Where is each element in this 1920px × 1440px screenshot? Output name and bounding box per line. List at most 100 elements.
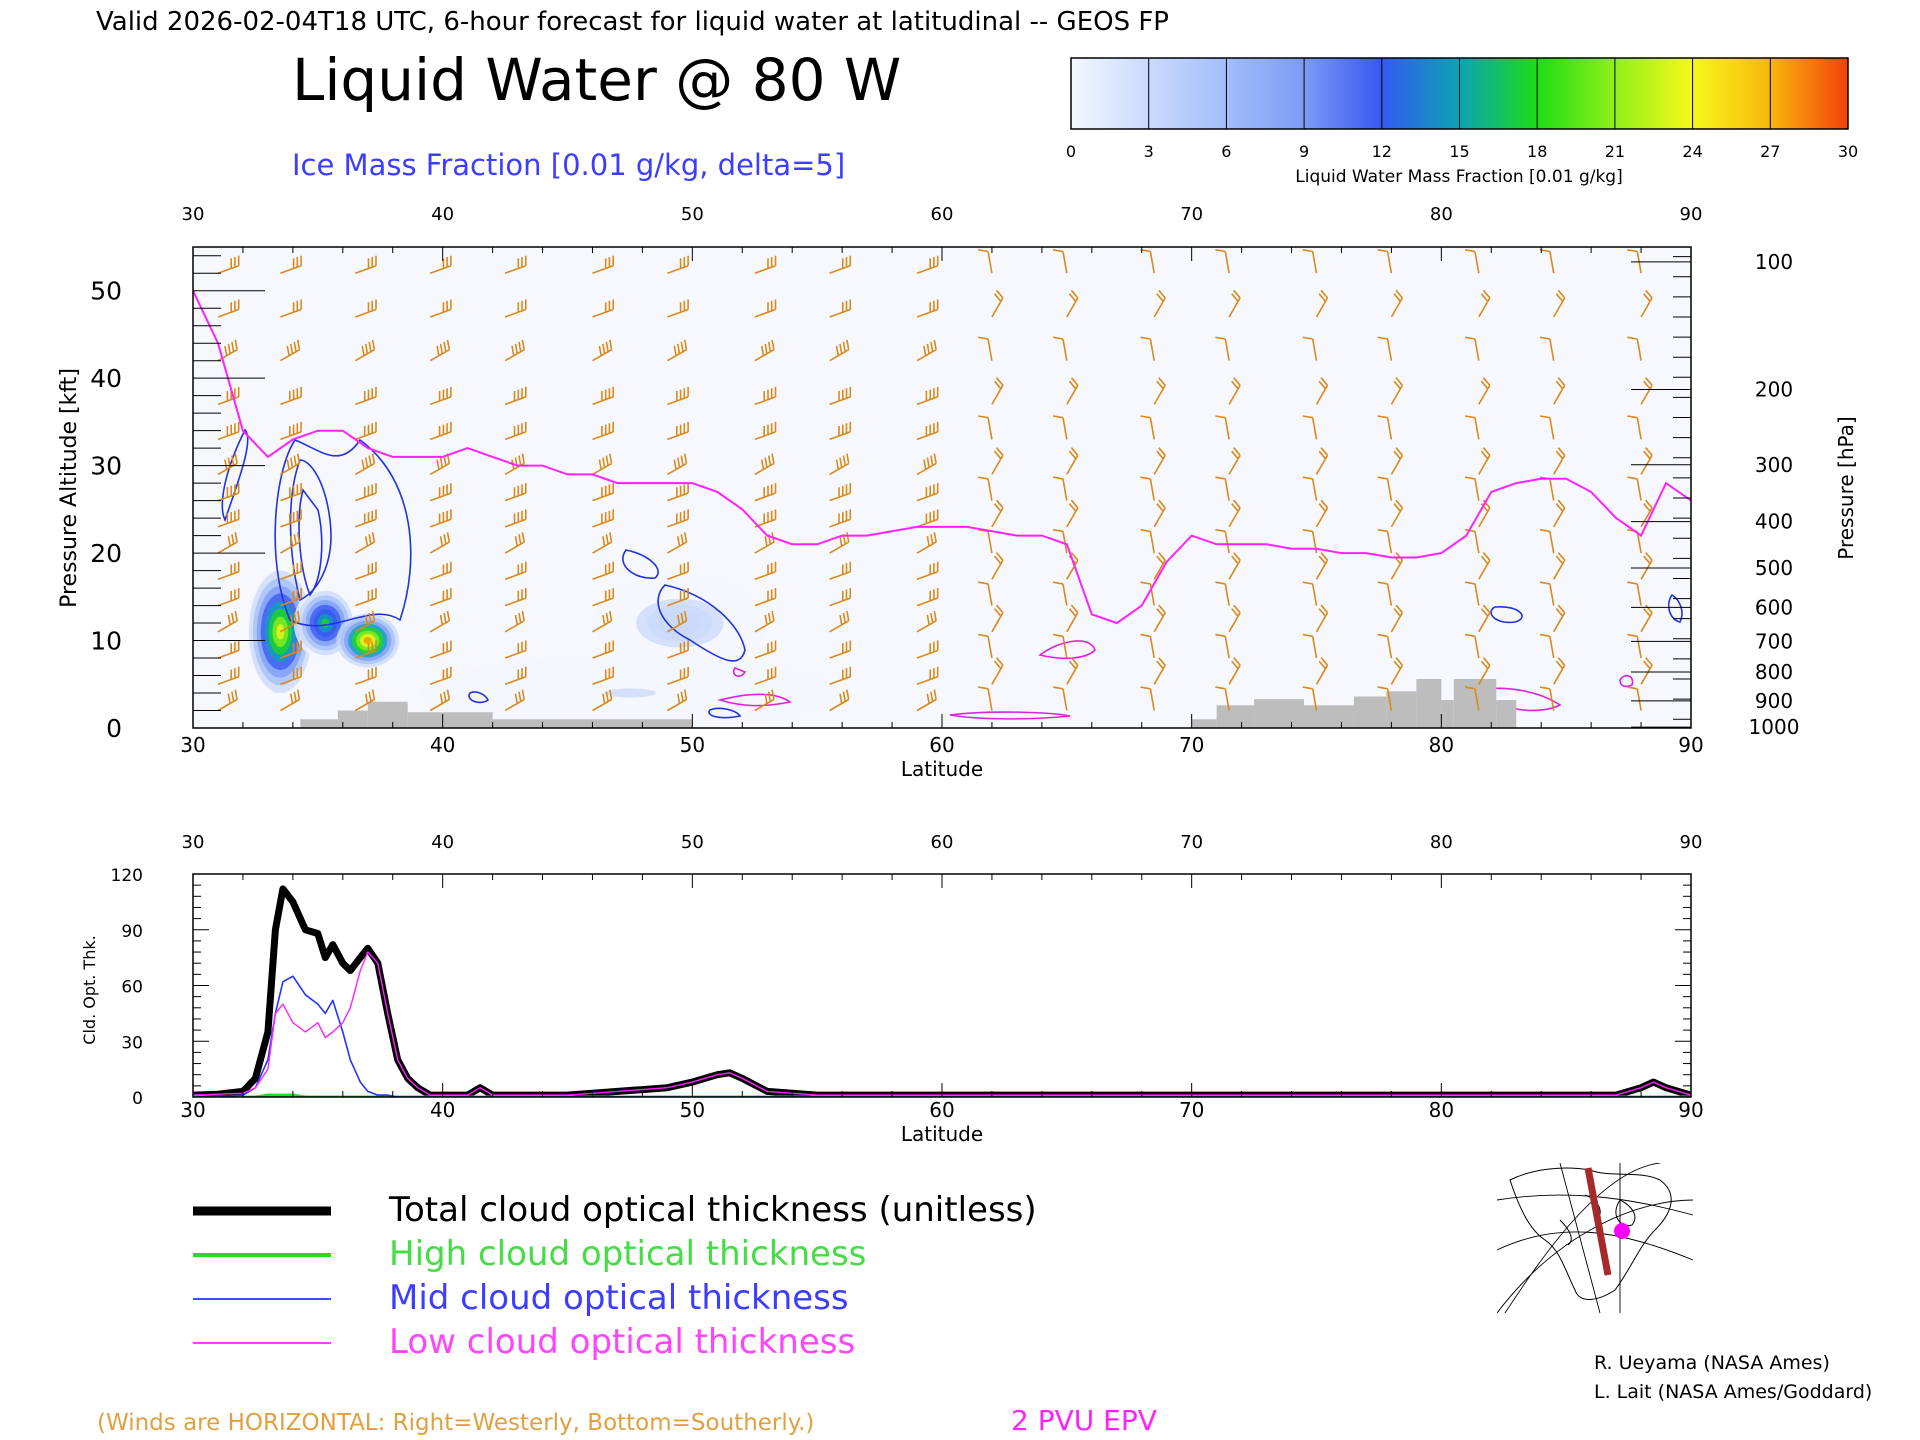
wind-barb-stroke bbox=[217, 610, 238, 633]
wind-barb-stroke bbox=[504, 640, 527, 659]
wind-barb-stroke bbox=[1228, 447, 1241, 475]
wind-barb bbox=[978, 581, 993, 606]
wind-barb-stroke bbox=[1627, 633, 1642, 659]
wind-barb-stroke bbox=[429, 588, 452, 607]
wind-barb bbox=[1478, 289, 1491, 318]
wind-barb bbox=[504, 421, 527, 441]
wind-barb-stroke bbox=[1390, 377, 1404, 405]
wind-barb-stroke bbox=[1153, 447, 1166, 475]
wind-barb bbox=[991, 657, 1004, 685]
wind-barb-stroke bbox=[1052, 686, 1068, 711]
wind-barb-stroke bbox=[1153, 377, 1166, 405]
wind-barb bbox=[1066, 447, 1079, 475]
wind-barb-stroke bbox=[1539, 336, 1555, 361]
wind-barb-stroke bbox=[280, 339, 301, 362]
wind-barb bbox=[429, 453, 451, 476]
wind-barb-stroke bbox=[1553, 552, 1566, 580]
wind-barb bbox=[1464, 633, 1480, 659]
wind-barb bbox=[217, 610, 238, 633]
wind-barb-stroke bbox=[829, 255, 852, 274]
optical-thickness-series-4 bbox=[193, 951, 1691, 1096]
wind-barb-stroke bbox=[1377, 415, 1393, 440]
wind-barb-stroke bbox=[1302, 476, 1318, 501]
wind-barb-stroke bbox=[429, 532, 451, 554]
wind-barb bbox=[916, 453, 937, 476]
wind-barb-stroke bbox=[916, 689, 937, 712]
wind-barb-stroke bbox=[667, 386, 689, 406]
wind-barb bbox=[280, 689, 301, 712]
wind-barb bbox=[592, 483, 614, 502]
wind-barb-stroke bbox=[504, 532, 525, 554]
wind-barb-stroke bbox=[355, 640, 377, 659]
ice-contour bbox=[289, 459, 332, 602]
terrain-bar bbox=[1441, 700, 1454, 728]
wind-barb bbox=[1464, 581, 1480, 606]
wind-barb bbox=[1315, 289, 1329, 318]
x-tick-label-top: 30 bbox=[182, 204, 205, 225]
wind-barb bbox=[667, 588, 689, 607]
wind-barb-stroke bbox=[355, 421, 377, 441]
wind-barb-stroke bbox=[991, 377, 1004, 405]
wind-barb bbox=[1302, 249, 1318, 274]
wind-barb bbox=[1464, 249, 1480, 274]
wind-barb bbox=[504, 588, 527, 607]
wind-barb-stroke bbox=[754, 640, 777, 659]
x-tick-label: 40 bbox=[430, 733, 455, 757]
x-tick-label: 70 bbox=[1179, 1098, 1204, 1122]
wind-barb-stroke bbox=[1153, 604, 1166, 633]
wind-barb-stroke bbox=[916, 532, 937, 554]
chart-subtitle: Ice Mass Fraction [0.01 g/kg, delta=5] bbox=[292, 148, 845, 182]
wind-barb bbox=[592, 640, 614, 659]
y-tick-label: 0 bbox=[106, 714, 122, 743]
wind-barb bbox=[916, 666, 939, 686]
wind-barb-stroke bbox=[504, 339, 525, 362]
wind-barb-stroke bbox=[667, 255, 689, 274]
wind-barb bbox=[1553, 499, 1566, 528]
wind-barb bbox=[916, 640, 939, 659]
wind-barb-stroke bbox=[592, 386, 614, 406]
wind-barb bbox=[754, 255, 777, 274]
wind-barb bbox=[1052, 415, 1068, 440]
wind-barb-stroke bbox=[1140, 476, 1155, 501]
wind-barb-stroke bbox=[667, 640, 689, 659]
wind-barb-stroke bbox=[754, 453, 775, 476]
wind-barb-stroke bbox=[1640, 377, 1653, 405]
wind-barb bbox=[1302, 686, 1318, 711]
wind-barb-stroke bbox=[991, 657, 1004, 685]
pressure-tick-label: 800 bbox=[1755, 660, 1793, 684]
wind-barb-stroke bbox=[280, 386, 302, 406]
wind-barb-stroke bbox=[978, 415, 993, 440]
wind-barb-stroke bbox=[592, 689, 613, 712]
wind-barb bbox=[916, 561, 939, 581]
wind-barb-stroke bbox=[754, 689, 775, 712]
wind-barb bbox=[1153, 377, 1166, 405]
wind-barb bbox=[217, 339, 238, 362]
wind-barb bbox=[1377, 476, 1393, 501]
wind-barb bbox=[991, 377, 1004, 405]
wind-barb bbox=[217, 689, 238, 712]
chart-title: Liquid Water @ 80 W bbox=[292, 46, 901, 114]
wind-barb bbox=[916, 532, 937, 554]
wind-barb bbox=[829, 421, 852, 441]
wind-barb bbox=[978, 415, 993, 440]
epv-2pvu-curve bbox=[193, 290, 1691, 625]
wind-barb bbox=[829, 610, 850, 633]
wind-barb-stroke bbox=[1066, 499, 1079, 528]
wind-barb bbox=[592, 509, 614, 528]
wind-barb bbox=[280, 453, 301, 476]
colorbar-tick-label: 15 bbox=[1449, 142, 1469, 161]
wind-barb-stroke bbox=[1478, 552, 1491, 580]
wind-barb bbox=[1302, 581, 1318, 606]
wind-barb-stroke bbox=[1377, 336, 1393, 361]
wind-barb-stroke bbox=[1377, 249, 1393, 274]
wind-barb-stroke bbox=[1478, 657, 1491, 685]
wind-barb bbox=[354, 453, 376, 476]
wind-barb-stroke bbox=[592, 483, 614, 502]
wind-barb-stroke bbox=[829, 532, 850, 554]
wind-barb bbox=[217, 386, 240, 406]
wind-barb bbox=[1553, 552, 1566, 580]
wind-barb bbox=[1228, 377, 1241, 405]
wind-barb bbox=[504, 483, 527, 502]
wind-barb bbox=[429, 255, 452, 274]
x-tick-label-top: 80 bbox=[1430, 204, 1453, 225]
